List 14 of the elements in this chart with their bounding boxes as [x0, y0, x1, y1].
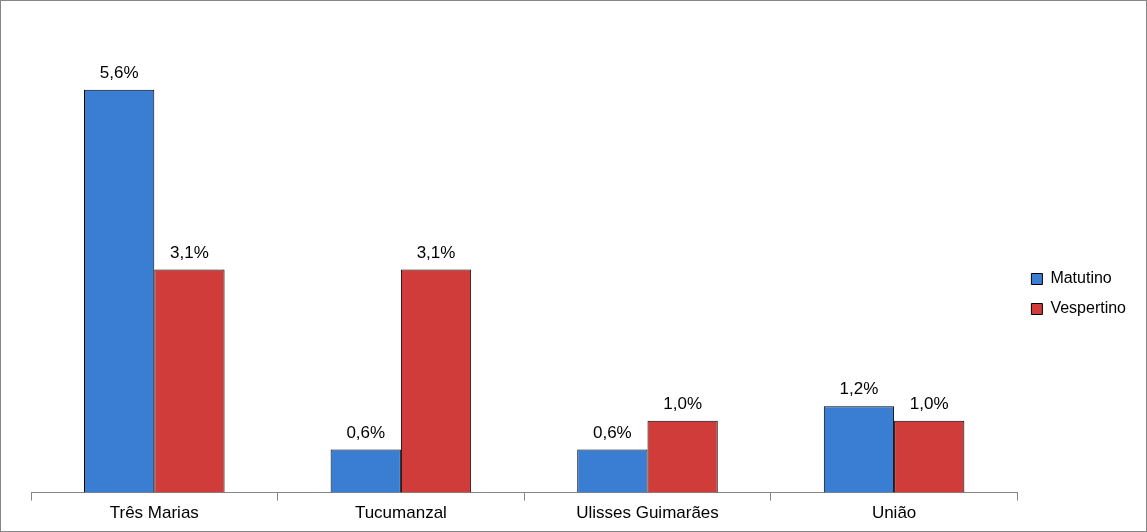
data-label: 1,0% — [663, 393, 703, 413]
x-tick-label: Ulisses Guimarães — [576, 503, 719, 523]
x-tick-label: União — [871, 503, 917, 523]
legend-label: Matutino — [1050, 269, 1112, 287]
legend-label: Vespertino — [1050, 299, 1127, 317]
data-label: 5,6% — [99, 62, 139, 82]
data-label: 0,6% — [592, 422, 632, 442]
data-label: 3,1% — [416, 242, 456, 262]
x-tick-label: Três Marias — [109, 503, 199, 523]
data-label: 1,2% — [839, 379, 879, 399]
data-label: 1,0% — [909, 393, 949, 413]
data-label: 3,1% — [170, 242, 209, 262]
data-label: 0,6% — [346, 422, 386, 442]
x-tick-label: Tucumanzal — [354, 503, 447, 523]
